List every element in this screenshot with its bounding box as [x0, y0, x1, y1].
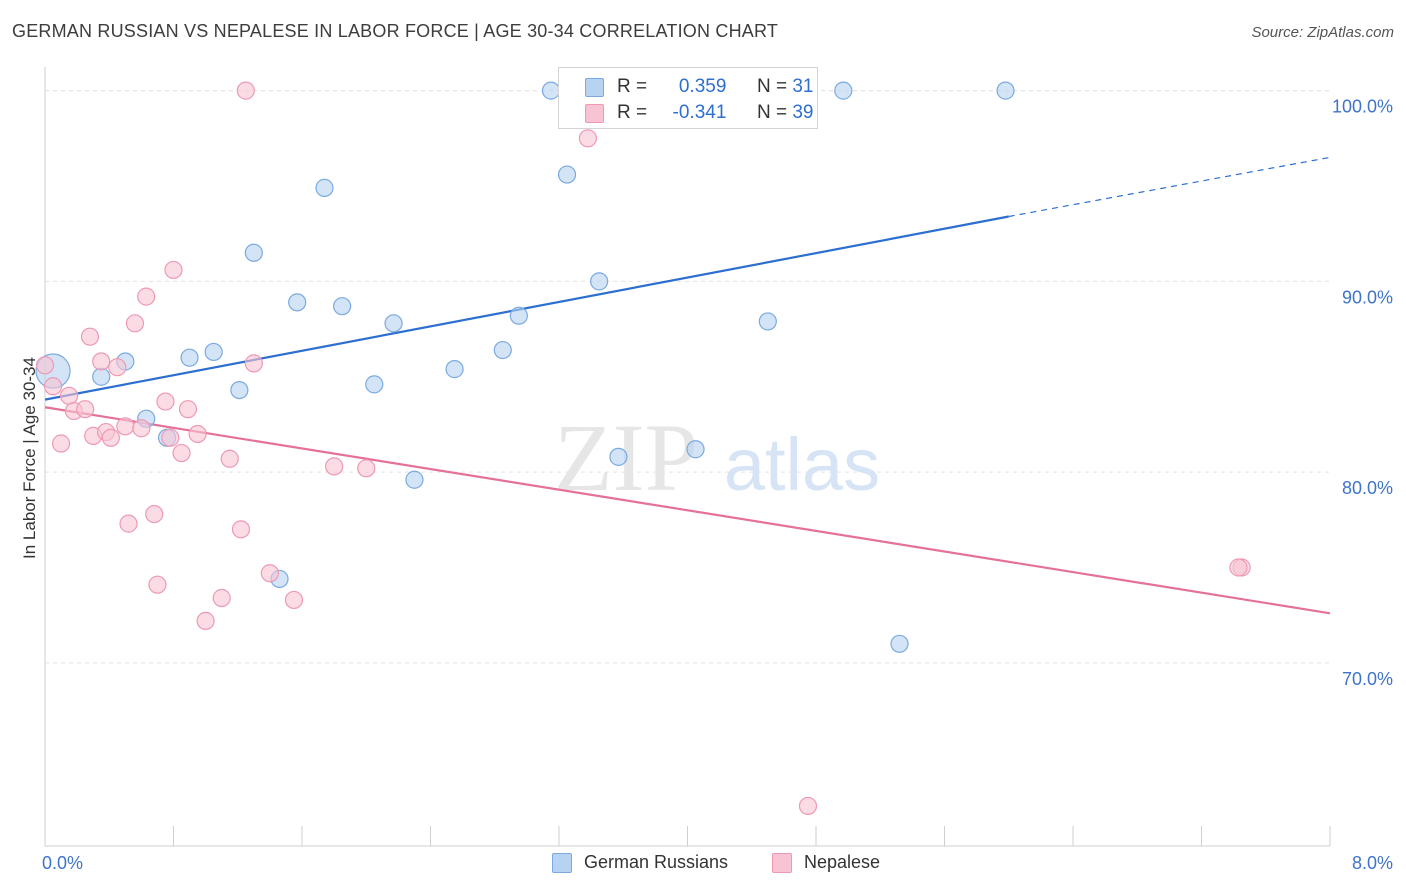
nepalese-point: [220, 449, 239, 468]
nepalese-point: [116, 417, 135, 436]
nepalese-point: [125, 314, 145, 333]
nepalese-point: [244, 354, 263, 373]
german-russians-point: [230, 380, 249, 400]
german-russians-point: [758, 312, 777, 331]
german-russians-r-value: 0.359: [678, 76, 727, 97]
german-russians-point: [996, 81, 1015, 100]
y-tick-label: 70.0%: [1342, 669, 1393, 689]
german-russians-point: [405, 470, 424, 489]
nepalese-point: [80, 327, 100, 346]
nepalese-point: [119, 514, 138, 533]
nepalese-point: [260, 564, 279, 583]
nepalese-point: [236, 81, 255, 100]
nepalese-point: [148, 575, 167, 594]
trend-lines: [44, 156, 1331, 615]
nepalese-point: [357, 459, 376, 478]
german-russians-point: [609, 447, 628, 466]
german-russians-n-value: 31: [792, 76, 814, 97]
german-russians-point: [288, 293, 307, 312]
watermark: ZIP atlas: [554, 404, 880, 511]
nepalese-point: [101, 428, 120, 447]
nepalese-point: [137, 287, 156, 306]
nepalese-trendline: [44, 406, 1331, 615]
nepalese-point: [132, 419, 151, 438]
source-label: Source: ZipAtlas.com: [1251, 24, 1394, 41]
nepalese-point: [798, 796, 818, 816]
nepalese-point: [325, 457, 344, 476]
chart-title: GERMAN RUSSIAN VS NEPALESE IN LABOR FORC…: [12, 21, 779, 41]
german-russians-legend-swatch: [552, 853, 572, 873]
nepalese-point: [35, 356, 55, 375]
y-tick-label: 100.0%: [1332, 97, 1393, 117]
watermark-atlas: atlas: [724, 423, 880, 506]
german-russians-legend-label: German Russians: [584, 852, 729, 872]
nepalese-point: [231, 520, 251, 539]
german-russians-point: [315, 178, 334, 197]
nepalese-point: [188, 424, 207, 444]
german-russians-point: [557, 165, 577, 184]
x-tick-label: 8.0%: [1352, 853, 1393, 873]
gridlines: [45, 90, 1330, 664]
german-russians-trendline-projection: [1008, 156, 1331, 218]
german-russians-point: [384, 314, 403, 333]
nepalese-point: [108, 358, 127, 377]
nepalese-swatch: [585, 104, 604, 123]
nepalese-point: [164, 260, 183, 280]
german-russians-point: [686, 440, 705, 459]
y-axis-label: In Labor Force | Age 30-34: [20, 357, 39, 559]
nepalese-point: [178, 400, 198, 419]
german-russians-point: [92, 367, 111, 386]
nepalese-point: [1229, 558, 1248, 577]
nepalese-point: [578, 129, 598, 148]
nepalese-point: [59, 386, 79, 405]
nepalese-point: [92, 352, 111, 371]
r-label: R =: [617, 76, 648, 97]
nepalese-point: [156, 392, 175, 411]
nepalese-point: [196, 611, 215, 631]
r-label: R =: [617, 102, 648, 123]
axes: [44, 67, 1331, 847]
german-russians-point: [541, 81, 561, 100]
german-russians-point: [333, 297, 352, 316]
stats-legend: R = 0.359 N = 31 R = -0.341 N = 39: [558, 67, 818, 129]
german-russians-point: [204, 342, 223, 362]
nepalese-point: [161, 428, 180, 447]
nepalese-point: [284, 590, 304, 610]
nepalese-legend-swatch: [772, 853, 792, 873]
german-russians-point: [890, 634, 909, 653]
nepalese-r-value: -0.341: [672, 102, 727, 123]
german-russians-swatch: [585, 78, 604, 97]
y-tick-label: 80.0%: [1342, 478, 1393, 498]
german-russians-point: [180, 348, 199, 367]
german-russians-point: [244, 243, 263, 262]
nepalese-point: [76, 400, 95, 419]
n-label: N =: [756, 102, 788, 123]
german-russians-trendline: [44, 215, 1009, 401]
nepalese-point: [43, 377, 63, 396]
y-tick-label: 90.0%: [1342, 287, 1393, 307]
german-russians-point: [365, 375, 384, 394]
german-russians-point: [493, 340, 512, 360]
german-russians-point: [445, 360, 464, 379]
data-points: [35, 81, 1251, 816]
nepalese-legend-label: Nepalese: [804, 852, 881, 872]
x-tick-label: 0.0%: [42, 853, 83, 873]
german-russians-point: [509, 306, 528, 325]
nepalese-point: [51, 434, 71, 453]
german-russians-point: [834, 81, 853, 100]
n-label: N =: [756, 76, 788, 97]
nepalese-point: [145, 504, 164, 524]
tick-labels: 70.0% 80.0% 90.0% 100.0% 0.0% 8.0%: [42, 97, 1393, 873]
nepalese-n-value: 39: [792, 102, 814, 123]
german-russians-point: [590, 272, 609, 291]
nepalese-point: [212, 588, 231, 608]
nepalese-point: [172, 443, 191, 463]
